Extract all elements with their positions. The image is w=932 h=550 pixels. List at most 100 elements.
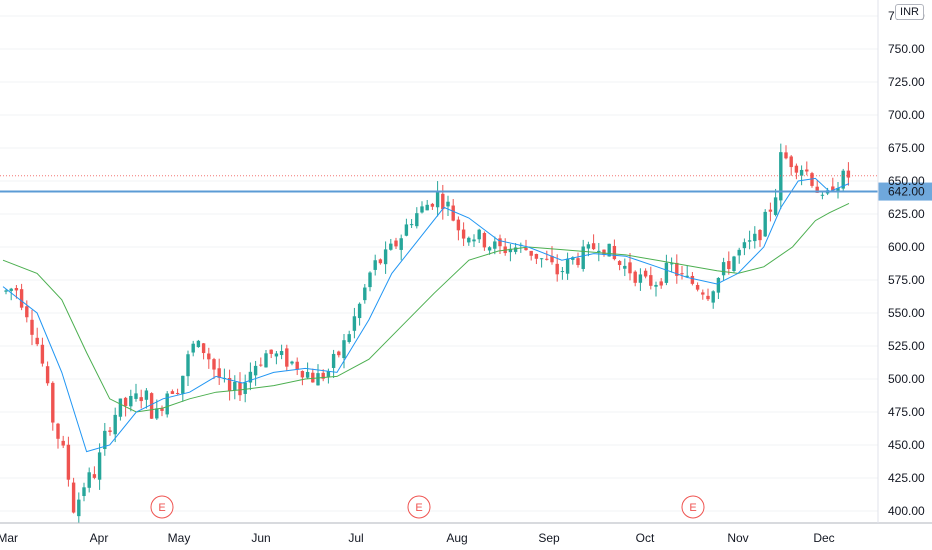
candle-body <box>51 382 55 423</box>
candle-body <box>35 337 39 345</box>
candle-body <box>446 201 450 207</box>
candle-body <box>259 364 263 366</box>
candle-body <box>233 381 237 391</box>
candle-body <box>586 244 591 249</box>
candle-body <box>342 340 346 359</box>
candle-body <box>14 288 19 291</box>
candle-body <box>139 397 143 402</box>
candle-body <box>134 393 138 399</box>
candle-body <box>654 284 658 287</box>
candle-body <box>430 203 435 207</box>
candle-body <box>113 414 117 435</box>
candle-body <box>435 191 440 208</box>
candle-body <box>690 275 695 284</box>
candle-body <box>40 344 45 364</box>
y-tick-label: 500.00 <box>888 372 925 386</box>
candle-body <box>664 262 669 283</box>
candle-body <box>773 197 778 215</box>
candle-body <box>685 275 689 277</box>
x-tick-label: Oct <box>636 531 655 545</box>
candle-body <box>61 440 65 446</box>
y-tick-label: 525.00 <box>888 339 925 353</box>
candle-body <box>643 270 648 277</box>
candle-body <box>186 354 190 377</box>
candle-body <box>706 295 710 300</box>
candle-body <box>170 391 175 394</box>
candle-body <box>279 351 284 356</box>
candle-body <box>175 392 180 394</box>
candle-body <box>461 229 466 239</box>
candle-body <box>617 261 622 266</box>
candle-body <box>493 241 497 249</box>
level-label-box <box>878 182 932 201</box>
x-tick-label: Sep <box>538 531 560 545</box>
candle-body <box>321 372 325 379</box>
y-tick-label: 575.00 <box>888 273 925 287</box>
candle-body <box>727 261 731 270</box>
x-tick-label: Jul <box>348 531 363 545</box>
x-tick-label: May <box>168 531 191 545</box>
y-tick-label: 750.00 <box>888 42 925 56</box>
candle-body <box>326 371 331 377</box>
candlestick-series <box>4 143 851 523</box>
candle-body <box>487 247 492 251</box>
candle-body <box>768 209 773 212</box>
candle-body <box>669 263 674 265</box>
candle-body <box>9 288 13 291</box>
candle-body <box>591 243 596 250</box>
candle-body <box>695 284 700 290</box>
earnings-marker[interactable] <box>681 495 705 519</box>
candle-body <box>363 287 367 301</box>
x-tick-label: Aug <box>446 531 467 545</box>
candle-body <box>305 371 310 378</box>
candle-body <box>742 242 747 249</box>
candle-body <box>711 291 715 303</box>
candle-body <box>25 306 29 318</box>
y-tick-label: 550.00 <box>888 306 925 320</box>
candle-body <box>87 472 91 488</box>
y-tick-label: 425.00 <box>888 471 925 485</box>
currency-badge[interactable]: INR <box>895 4 924 20</box>
candle-body <box>456 219 461 231</box>
candle-body <box>545 258 549 260</box>
candle-body <box>747 240 752 242</box>
candle-body <box>316 373 320 386</box>
candle-body <box>144 390 149 400</box>
candle-body <box>415 213 419 227</box>
candle-body <box>238 382 242 396</box>
candle-body <box>524 247 528 251</box>
candle-body <box>347 334 351 342</box>
candle-body <box>181 375 185 394</box>
candle-body <box>555 263 559 275</box>
candle-body <box>30 319 34 335</box>
candle-body <box>399 238 403 250</box>
x-tick-label: Apr <box>90 531 109 545</box>
candle-body <box>373 260 377 270</box>
candle-body <box>383 249 388 265</box>
candle-body <box>623 265 627 269</box>
y-tick-label: 675.00 <box>888 141 925 155</box>
candle-body <box>789 156 793 168</box>
candle-body <box>628 262 632 274</box>
candle-body <box>815 186 819 193</box>
candle-body <box>295 361 299 370</box>
earnings-marker-label: E <box>415 502 422 514</box>
candle-body <box>4 290 8 292</box>
candle-body <box>290 361 294 364</box>
candle-body <box>300 370 305 378</box>
candle-body <box>441 193 445 210</box>
y-tick-label: 450.00 <box>888 438 925 452</box>
candle-body <box>607 243 611 257</box>
earnings-marker[interactable] <box>407 495 431 519</box>
candle-body <box>357 303 362 319</box>
candle-body <box>149 393 154 419</box>
candle-body <box>243 382 247 394</box>
candle-body <box>201 343 206 354</box>
candle-body <box>467 237 471 243</box>
earnings-marker[interactable] <box>150 495 174 519</box>
candle-body <box>805 169 809 172</box>
moving-averages <box>2 177 850 453</box>
candle-body <box>716 277 721 293</box>
